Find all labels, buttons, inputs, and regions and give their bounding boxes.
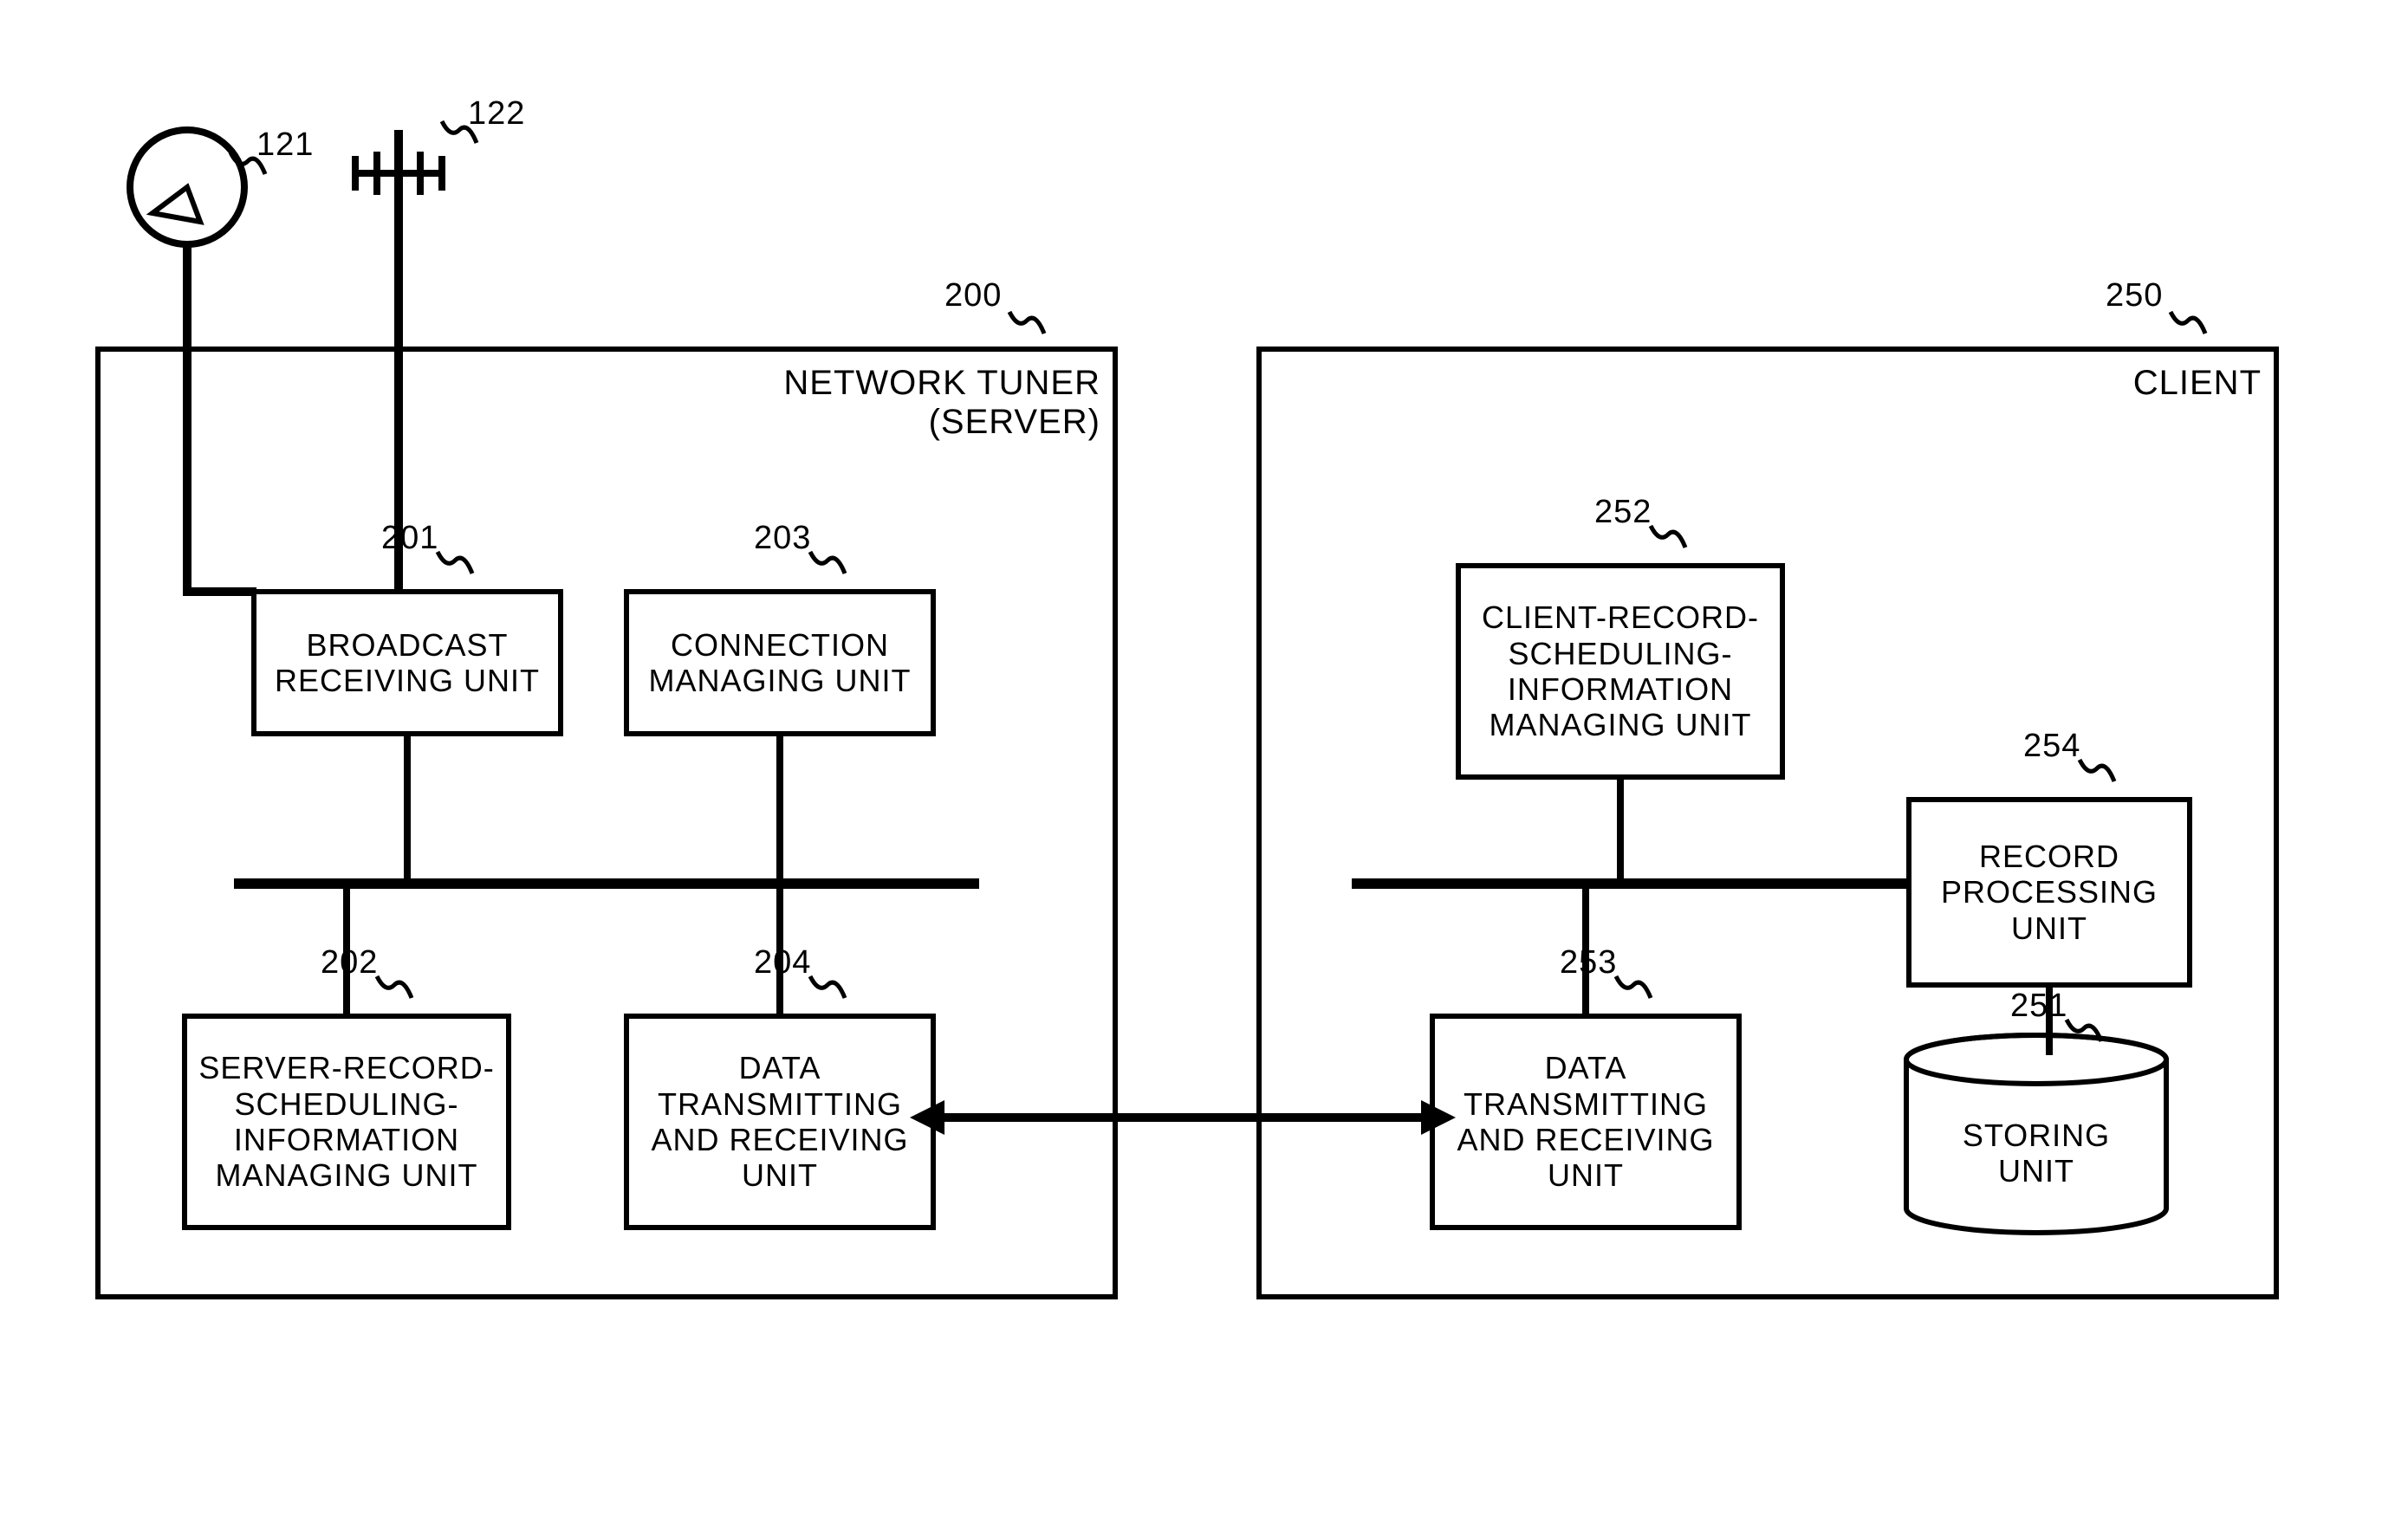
b203-ref: 203 — [754, 520, 811, 557]
b204: DATATRANSMITTINGAND RECEIVINGUNIT — [624, 1014, 936, 1230]
server-ref: 200 — [944, 277, 1002, 314]
b202: SERVER-RECORD-SCHEDULING-INFORMATIONMANA… — [182, 1014, 511, 1230]
b252: CLIENT-RECORD-SCHEDULING-INFORMATIONMANA… — [1456, 563, 1785, 780]
b201-ref: 201 — [381, 520, 438, 557]
server-title: NETWORK TUNER(SERVER) — [728, 364, 1100, 442]
b201: BROADCASTRECEIVING UNIT — [251, 589, 563, 736]
b251-label: STORINGUNIT — [1906, 1118, 2166, 1189]
client-title: CLIENT — [2088, 364, 2262, 403]
b253: DATATRANSMITTINGAND RECEIVINGUNIT — [1430, 1014, 1742, 1230]
b251-ref: 251 — [2010, 988, 2067, 1025]
client-ref: 250 — [2106, 277, 2163, 314]
b203: CONNECTIONMANAGING UNIT — [624, 589, 936, 736]
b254: RECORDPROCESSINGUNIT — [1906, 797, 2192, 988]
b252-ref: 252 — [1594, 494, 1652, 531]
b254-ref: 254 — [2023, 728, 2080, 765]
